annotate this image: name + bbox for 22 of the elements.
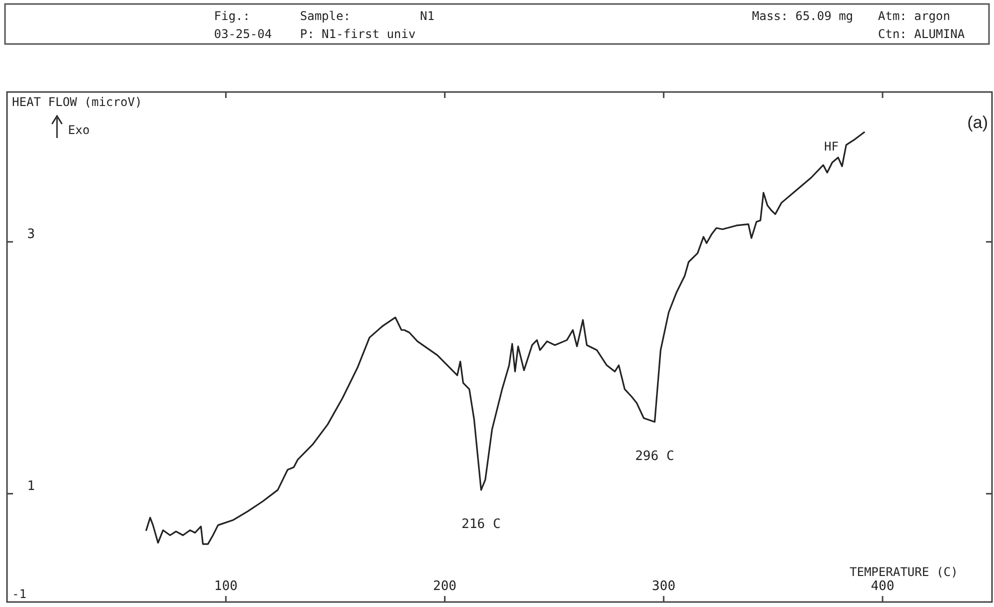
y-tick-label: 3 [27,226,35,242]
annotation: -1 [12,587,26,601]
series-label: HF [824,139,839,154]
x-tick-label: 200 [433,579,457,594]
x-tick-label: 300 [652,579,676,594]
text: N1 [420,9,434,23]
annotation: 296 C [635,448,674,464]
text: Ctn: ALUMINA [878,27,966,41]
annotation: (a) [967,113,988,132]
x-axis-title: TEMPERATURE (C) [850,565,958,579]
text: Fig.: [214,9,250,23]
x-tick-label: 400 [870,579,894,594]
y-axis-title: HEAT FLOW (microV) [12,95,142,109]
annotation: Exo [68,123,90,137]
y-tick-label: 1 [27,478,35,494]
text: Mass: 65.09 mg [752,9,854,23]
text: 03-25-04 [214,27,272,41]
x-tick-label: 100 [214,579,238,594]
annotation: 216 C [462,516,501,532]
text: P: N1-first univ [300,27,416,41]
text: Sample: [300,9,351,23]
text: Atm: argon [878,9,950,23]
